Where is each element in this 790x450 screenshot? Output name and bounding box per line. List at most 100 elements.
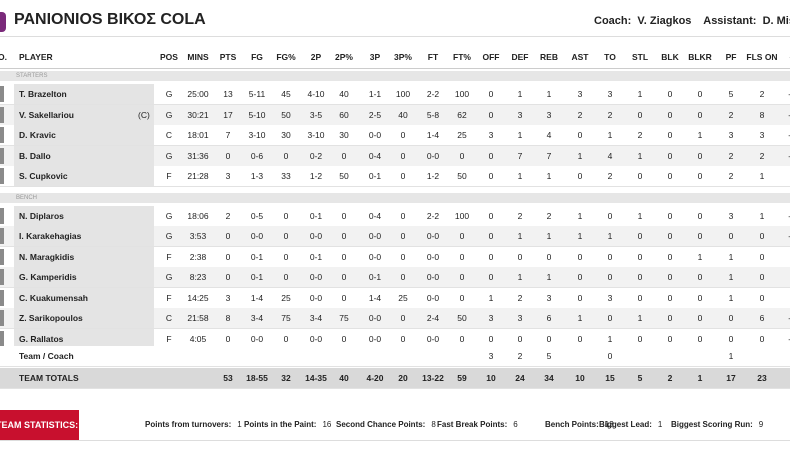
stat-cell: 0-0 [368,333,382,344]
stat-cell: 0-0 [426,333,440,344]
stat-cell: 59 [457,373,467,383]
stat-cell: 2 [728,150,734,161]
stat-cell: -2 [770,125,790,145]
stat-cell: 0 [341,333,347,344]
stat-cell: 0 [728,313,734,323]
stat-cell: G [165,150,173,161]
stat-cell: 3-10 [248,130,266,140]
stat-cell: 1 [697,130,703,140]
stat-cell: 0-1 [368,171,382,181]
stat-cell: 8 [225,313,231,323]
stat-cell: 15 [605,373,615,383]
player-name: TEAM TOTALS [19,373,79,383]
column-header: OFF [482,52,500,62]
player-name: N. Diplaros [19,210,64,221]
name-cell-bg [14,84,154,104]
column-header: FT [427,52,439,62]
stat-cell: 0 [341,210,347,221]
stat-cell: -1 [770,308,790,328]
stat-cell: 2 [517,292,523,303]
stat-cell: 1 [517,272,523,282]
stat-cell: 4-10 [307,89,325,99]
coaches: Coach: V. Ziagkos Assistant: D. Misia [594,15,790,27]
stat-cell: 3 [728,130,734,140]
stat-cell: 7 [546,150,552,161]
stat-cell: 1 [546,272,552,282]
stat-label: Points in the Paint: [244,420,317,429]
stat-cell: 18-55 [246,373,268,383]
stat-cell: - [770,288,790,308]
stat-cell: 1 [546,231,552,241]
stat-cell: 0 [225,150,231,161]
stat-cell: - [770,166,790,186]
stat-cell: 0 [488,231,494,241]
stat-cell: 0-0 [426,150,440,161]
stat-cell: -1 [770,105,790,125]
team-stat: Bench Points: 13 [545,415,614,435]
stat-cell: 0 [283,150,289,161]
stat-cell: 0 [759,272,765,282]
stat-cell: 1-4 [426,130,440,140]
stat-cell: 0 [607,351,613,361]
stat-cell: 1 [728,272,734,282]
stat-cell: -1 [770,226,790,246]
stat-cell: 0-0 [309,292,323,303]
player-name: S. Cupkovic [19,171,68,181]
stat-value: 16 [322,420,332,429]
stat-cell: 0-0 [368,313,382,323]
stat-cell: F [166,251,172,262]
stat-cell: 1 [577,231,583,241]
stat-cell: 21:28 [187,171,209,181]
stat-cell: 1 [728,251,734,262]
stat-cell: 0 [577,171,583,181]
name-cell-bg [14,226,154,246]
stat-cell: 0-1 [250,272,264,282]
stat-value: 9 [758,420,764,429]
stat-cell: -1 [770,329,790,349]
stat-cell: 2 [577,109,583,120]
stat-cell: - [770,267,790,287]
stat-cell: 0 [667,130,673,140]
stat-cell: 0 [488,251,494,262]
stat-cell: 0-0 [309,272,323,282]
stat-value: 6 [513,420,518,429]
stat-cell: 18:06 [187,210,209,221]
stat-cell: 2 [667,373,673,383]
stat-cell: 0 [577,251,583,262]
team-stat: Points in the Paint: 16 [244,415,331,435]
stat-cell: 30 [339,130,349,140]
stat-cell: 21:58 [187,313,209,323]
stat-cell: 5 [637,373,643,383]
stat-cell: 13-22 [422,373,444,383]
column-header: + [770,47,790,67]
stat-cell: 1 [517,89,523,99]
stat-cell: 32 [281,373,291,383]
stat-cell: 2 [517,351,523,361]
captain-mark: (C) [138,109,150,120]
stat-cell: 0 [697,171,703,181]
name-cell-bg [14,287,154,308]
stat-cell: 0 [667,109,673,120]
stat-cell: 0-0 [426,292,440,303]
player-number-bar [0,127,4,143]
name-cell-bg [14,104,154,125]
stat-cell: 0 [400,272,406,282]
stat-cell: 53 [223,373,233,383]
stat-cell: 0 [697,89,703,99]
player-name: Z. Sarikopoulos [19,313,83,323]
column-header: FG [251,52,263,62]
stat-cell: 0 [667,272,673,282]
stat-cell: 3 [488,351,494,361]
stat-cell: 0 [697,109,703,120]
stat-cell: 2 [607,109,613,120]
stat-cell: 0 [759,231,765,241]
stat-cell: 3 [607,292,613,303]
stat-cell: 2-4 [426,313,440,323]
stat-cell: 0 [488,109,494,120]
column-header: BLK [661,52,679,62]
name-cell-bg [14,125,154,145]
stat-cell: F [166,333,172,344]
stat-cell: 5-8 [426,109,440,120]
stat-cell: 1 [607,333,613,344]
stat-cell: 0 [400,313,406,323]
